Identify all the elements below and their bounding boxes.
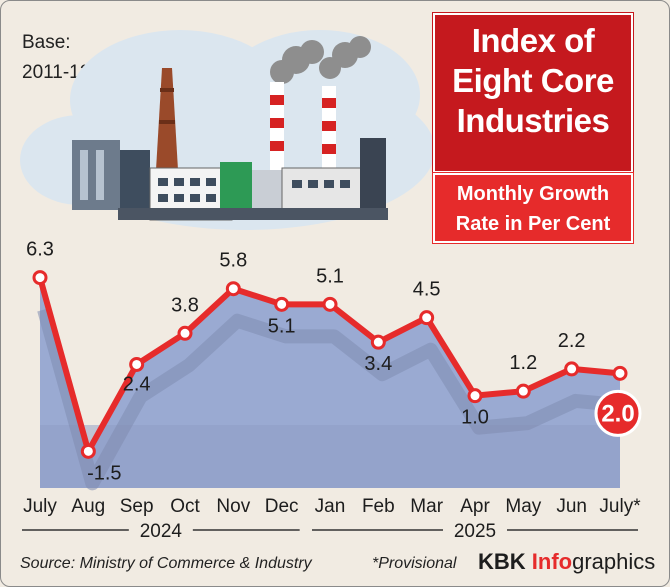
- data-point: [564, 361, 580, 377]
- data-point: [177, 325, 193, 341]
- value-label: 6.3: [26, 239, 54, 261]
- x-tick-label: Feb: [362, 496, 395, 517]
- x-tick-label: July: [23, 496, 57, 517]
- chimney-icon: [156, 68, 336, 170]
- chart-subtitle: Monthly Growth Rate in Per Cent: [432, 172, 634, 244]
- value-label: 1.2: [509, 352, 537, 374]
- area-layer: [40, 277, 620, 488]
- point-layer: [32, 270, 642, 459]
- data-point: [129, 356, 145, 372]
- value-label: 5.8: [219, 250, 247, 272]
- value-label: 4.5: [413, 279, 441, 301]
- title-line-3: Industries: [456, 102, 610, 139]
- x-tick-layer: July Aug Sep Oct Nov Dec Jan Feb Mar Apr May Jun Jul…: [23, 496, 641, 517]
- highlight-badge: [594, 389, 642, 437]
- subtitle-line-1: Monthly Growth: [456, 183, 610, 205]
- year-label: 2025: [454, 521, 496, 542]
- chart-title: Index of Eight Core Industries: [432, 12, 634, 174]
- value-label: 3.4: [364, 353, 392, 375]
- value-label: 2.4: [123, 373, 151, 395]
- x-tick-label: Dec: [265, 496, 299, 517]
- value-label: 2.2: [558, 330, 586, 352]
- data-point: [419, 310, 435, 326]
- x-tick-label: Mar: [410, 496, 443, 517]
- subtitle-line-2: Rate in Per Cent: [455, 213, 611, 235]
- data-point: [322, 296, 338, 312]
- data-point: [467, 388, 483, 404]
- title-line-2: Eight Core: [452, 62, 614, 99]
- brand-graphics: graphics: [572, 549, 656, 574]
- source-note: Source: Ministry of Commerce & Industry: [20, 555, 312, 572]
- x-tick-label: July*: [599, 496, 641, 517]
- data-point: [274, 296, 290, 312]
- x-tick-label: Oct: [170, 496, 200, 517]
- smoke-icon: [270, 36, 371, 84]
- data-point: [612, 365, 628, 381]
- value-label: 3.8: [171, 294, 199, 316]
- x-tick-label: Nov: [216, 496, 250, 517]
- x-tick-label: Sep: [120, 496, 154, 517]
- lower-band: [40, 425, 620, 488]
- data-point: [80, 443, 96, 459]
- year-label: 2024: [140, 521, 183, 542]
- shadow-line: [37, 307, 625, 491]
- x-tick-label: Apr: [460, 496, 490, 517]
- brand-logo: KBK Infographics: [478, 549, 655, 575]
- value-label: 1.0: [461, 407, 489, 429]
- data-point: [515, 383, 531, 399]
- data-point: [370, 334, 386, 350]
- brand-info: Info: [531, 549, 573, 574]
- provisional-note: *Provisional: [372, 555, 457, 572]
- value-label-layer: 6.3 -1.5 2.4 3.8 5.8 5.1 5.1 3.4 4.5 1.0 1.2 2.2 2.0: [26, 239, 635, 485]
- x-tick-label: Jan: [315, 496, 346, 517]
- data-point: [32, 270, 48, 286]
- year-axis-layer: 2024 2025: [22, 521, 638, 542]
- factory-buildings-icon: [72, 138, 388, 221]
- value-label: 5.1: [316, 265, 344, 287]
- brand-kbk: KBK: [478, 549, 532, 574]
- value-label: -1.5: [87, 462, 121, 484]
- x-tick-label: Jun: [556, 496, 587, 517]
- base-label: Base:: [22, 32, 71, 53]
- x-tick-label: Aug: [71, 496, 105, 517]
- data-point: [225, 281, 241, 297]
- title-line-1: Index of: [471, 22, 595, 59]
- x-tick-label: May: [505, 496, 541, 517]
- value-label: 2.0: [601, 400, 634, 427]
- value-label: 5.1: [268, 315, 296, 337]
